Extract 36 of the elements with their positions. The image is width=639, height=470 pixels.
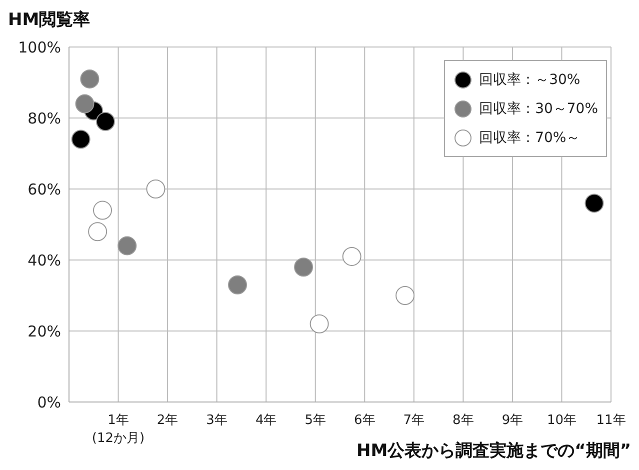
y-tick-label: 60% — [28, 180, 61, 198]
point — [75, 94, 94, 114]
legend-label: 回収率：～30% — [479, 70, 580, 88]
point — [342, 246, 362, 266]
x-axis-title: HM公表から調査実施までの“期間” — [356, 440, 631, 462]
point — [294, 258, 314, 277]
point — [118, 236, 137, 256]
point — [584, 194, 604, 213]
x-tick-label: 6年 — [354, 413, 376, 428]
x-tick-label: 1年 (12か月) — [92, 413, 145, 446]
legend-label: 回収率：30～70% — [479, 100, 598, 118]
point — [80, 69, 100, 88]
x-tick-label: 11年 — [596, 413, 626, 428]
x-tick-label: 2年 — [156, 413, 178, 428]
y-tick-label: 80% — [28, 109, 61, 128]
point — [228, 275, 248, 294]
legend-label: 回収率：70%～ — [479, 128, 580, 146]
y-tick-label: 0% — [37, 393, 61, 412]
x-tick-label: 10年 — [546, 413, 576, 428]
x-tick-label: 9年 — [502, 413, 524, 428]
point — [310, 314, 329, 334]
y-tick-label: 40% — [28, 251, 61, 270]
x-tick-label: 4年 — [255, 413, 277, 428]
point — [93, 200, 112, 220]
point — [71, 130, 90, 149]
point — [88, 222, 108, 242]
y-axis-title: HM閲覧率 — [8, 9, 90, 31]
x-tick-label: 7年 — [403, 413, 425, 428]
point — [96, 112, 115, 132]
x-tick-label: 5年 — [304, 413, 326, 428]
point — [146, 180, 166, 198]
x-tick-label: 3年 — [206, 413, 228, 428]
point — [396, 286, 415, 305]
y-tick-label: 100% — [18, 38, 61, 56]
x-tick-label: 8年 — [452, 413, 474, 428]
y-tick-label: 20% — [28, 322, 61, 340]
